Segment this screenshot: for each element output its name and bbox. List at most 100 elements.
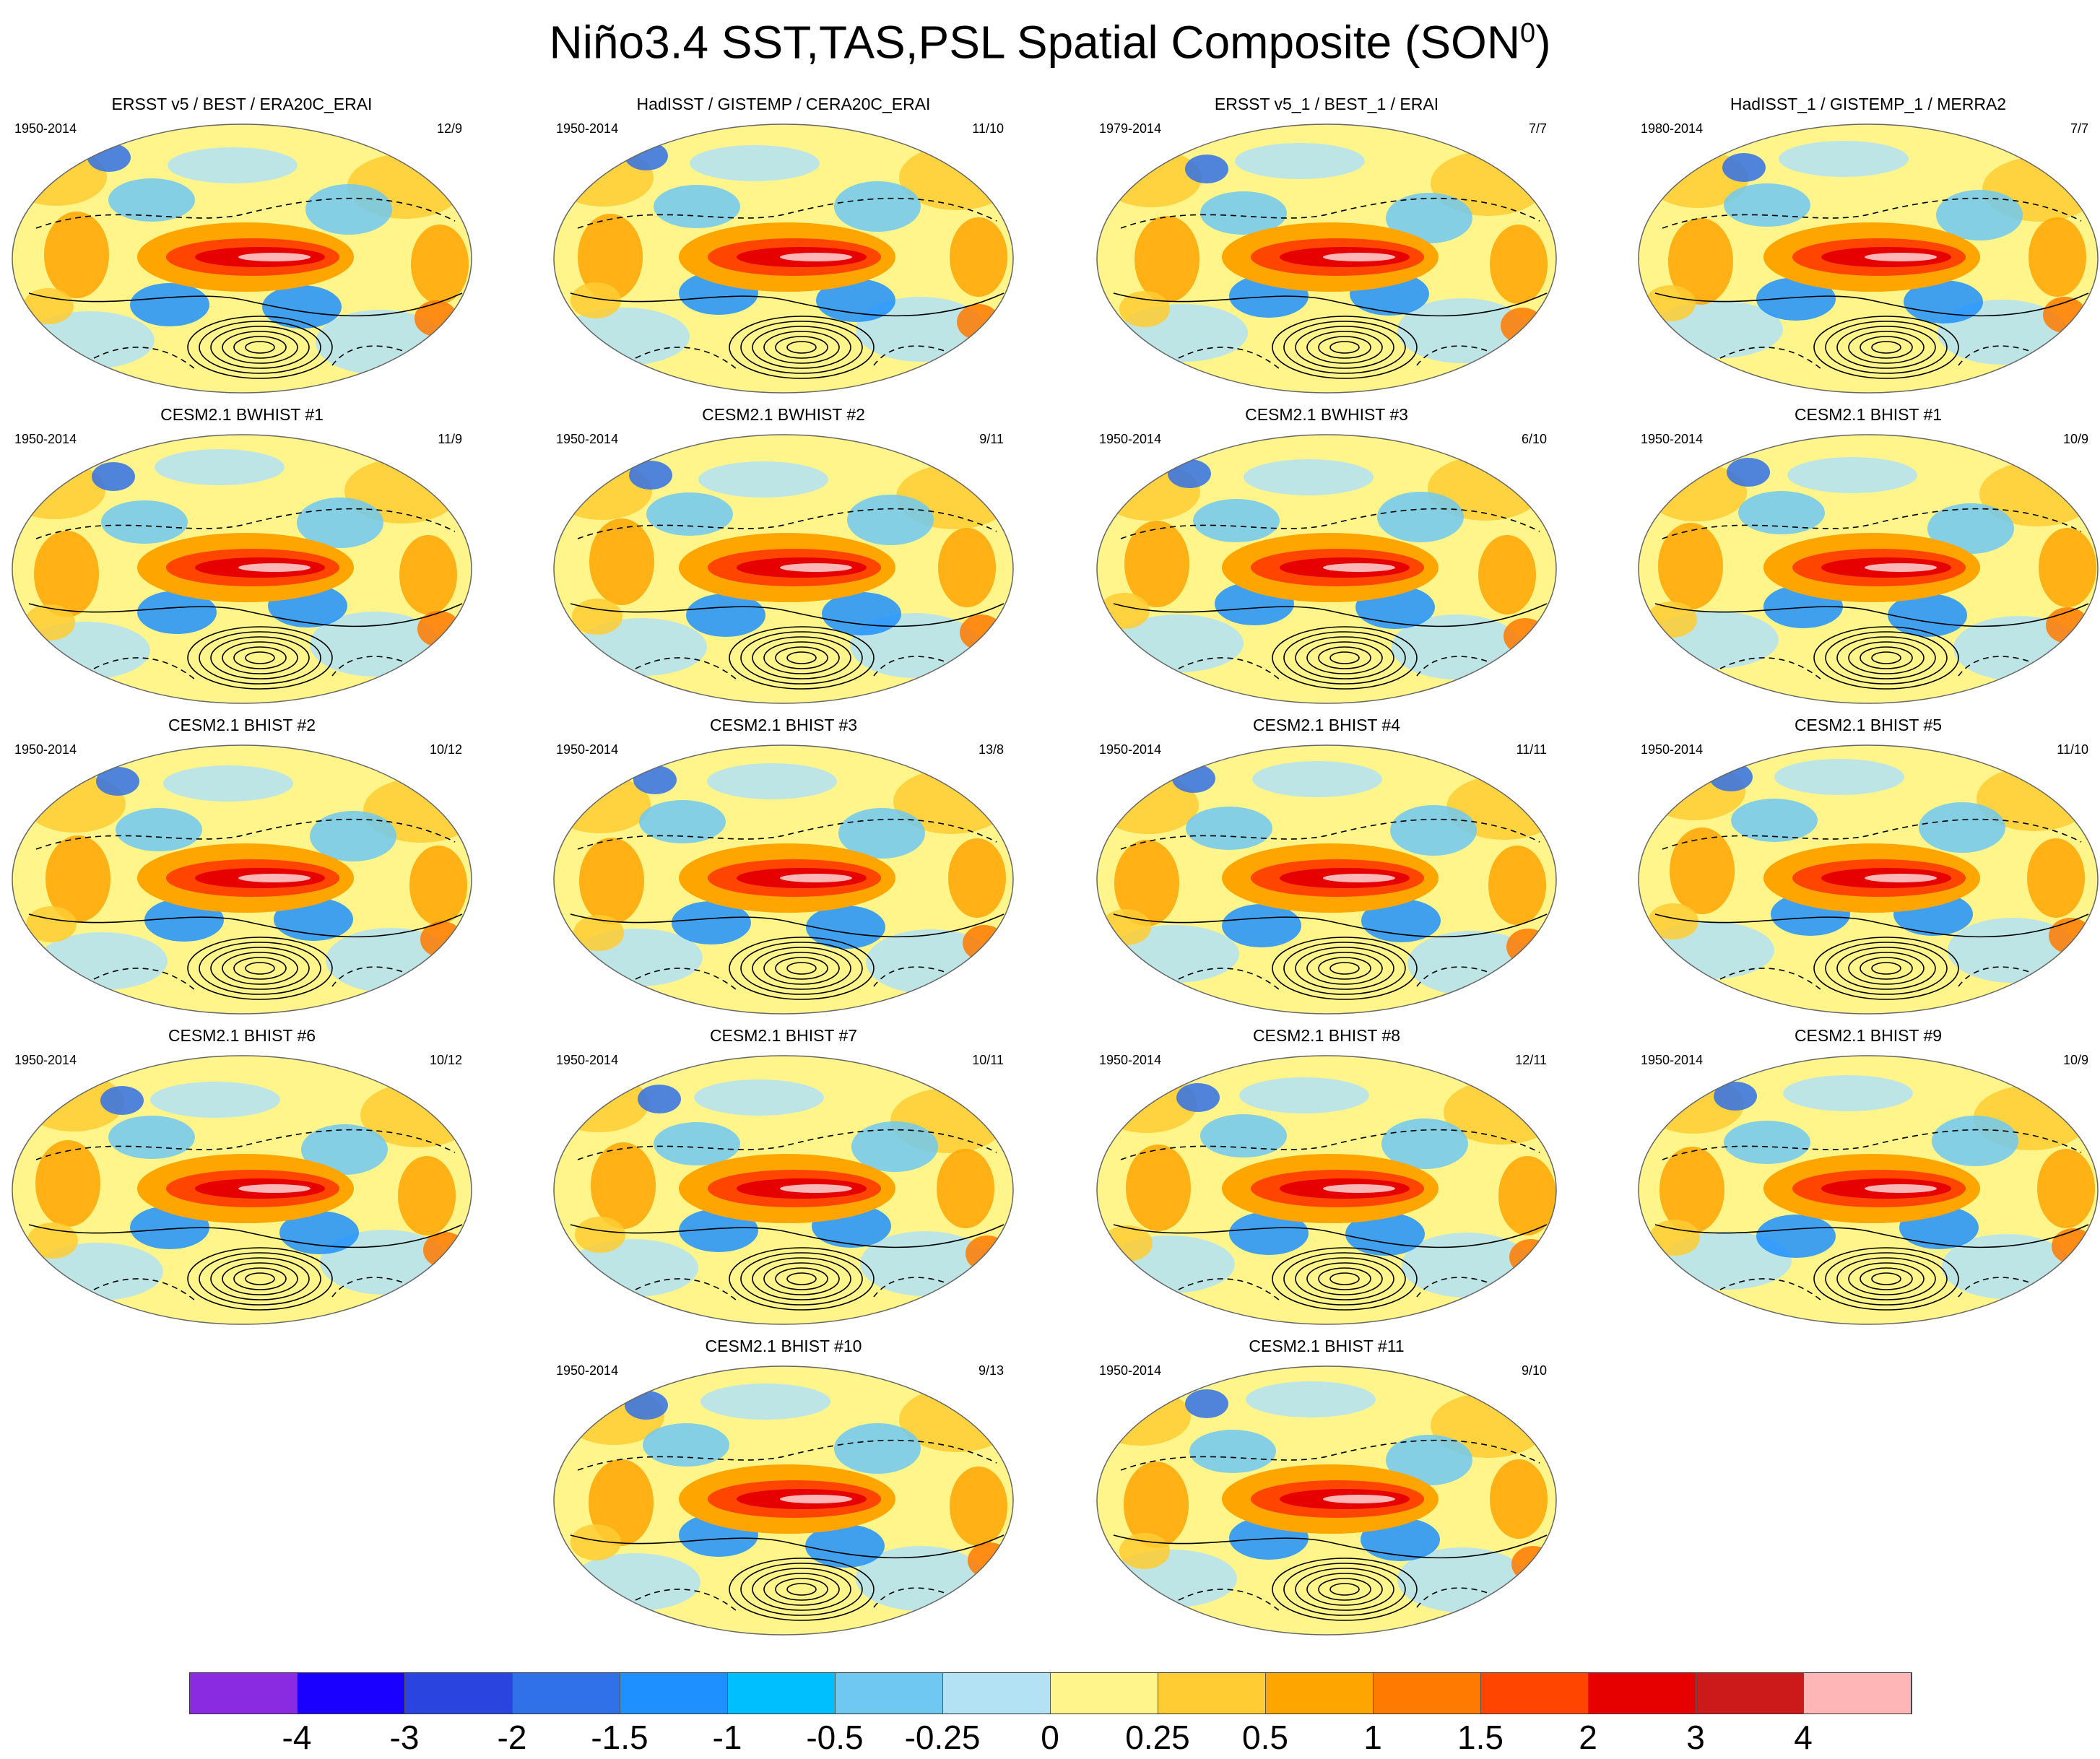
- anomaly-field: [1639, 124, 2098, 393]
- globe-map: [12, 123, 472, 394]
- figure-title: Niño3.4 SST,TAS,PSL Spatial Composite (S…: [0, 4, 2100, 71]
- panel-event-count: 9/10: [1521, 1363, 1547, 1378]
- panel-title: CESM2.1 BHIST #6: [168, 1026, 316, 1045]
- panel-event-count: 11/10: [2057, 742, 2088, 757]
- panel-years: 1950-2014: [556, 121, 619, 136]
- colorbar-swatch: [513, 1673, 620, 1714]
- anomaly-field: [1097, 124, 1556, 393]
- panel-title: CESM2.1 BWHIST #1: [160, 405, 324, 424]
- panel-years: 1950-2014: [14, 121, 77, 136]
- panel-event-count: 9/11: [979, 432, 1004, 446]
- globe-map: [1096, 1365, 1557, 1636]
- map-panel: CESM2.1 BHIST #1 1950-2014 10/9: [1633, 404, 2100, 708]
- panel-years: 1980-2014: [1641, 121, 1704, 136]
- anomaly-field: [1097, 745, 1556, 1014]
- colorbar-swatch: [1374, 1673, 1481, 1714]
- panel-title: CESM2.1 BHIST #10: [705, 1337, 862, 1355]
- colorbar-swatch: [1051, 1673, 1158, 1714]
- panel-years: 1950-2014: [1099, 1363, 1162, 1378]
- panel-years: 1950-2014: [1641, 742, 1704, 757]
- anomaly-field: [12, 124, 472, 393]
- globe-map: [1096, 123, 1557, 394]
- colorbar-tick-label: -1.5: [591, 1719, 648, 1756]
- psl-contours: [28, 1129, 463, 1311]
- psl-contours: [570, 818, 1005, 1000]
- panel-years: 1950-2014: [14, 742, 77, 757]
- colorbar-swatch: [836, 1673, 943, 1714]
- globe-map: [553, 1365, 1014, 1636]
- colorbar-labels: -4 -3 -2 -1.5 -1 -0.5 -0.25 0 0.25 0.5 1 1.5 2 3 4: [189, 1719, 1911, 1756]
- map-panel: CESM2.1 BHIST #5 1950-2014 11/10: [1633, 715, 2100, 1018]
- panel-years: 1950-2014: [556, 1363, 619, 1378]
- psl-contours: [1113, 508, 1548, 690]
- anomaly-field: [554, 1056, 1013, 1324]
- panel-years: 1950-2014: [1099, 432, 1162, 446]
- panel-title: CESM2.1 BHIST #4: [1252, 716, 1401, 734]
- panel-title: CESM2.1 BHIST #7: [709, 1026, 858, 1045]
- psl-contours: [28, 197, 463, 379]
- panel-event-count: 13/8: [978, 742, 1004, 757]
- colorbar-tick-label: 1: [1363, 1719, 1382, 1756]
- anomaly-field: [1097, 1056, 1556, 1324]
- psl-contours: [1654, 818, 2089, 1000]
- panel-years: 1979-2014: [1099, 121, 1162, 136]
- globe-map: [12, 744, 472, 1015]
- anomaly-field: [554, 745, 1013, 1014]
- globe-map: [1096, 1055, 1557, 1325]
- anomaly-field: [554, 124, 1013, 393]
- panel-event-count: 12/9: [436, 121, 462, 136]
- panel-event-count: 11/11: [1516, 742, 1547, 757]
- panel-title: CESM2.1 BWHIST #3: [1245, 405, 1408, 424]
- globe-map: [553, 744, 1014, 1015]
- panel-title: CESM2.1 BHIST #9: [1794, 1026, 1943, 1045]
- panel-years: 1950-2014: [14, 1053, 77, 1067]
- colorbar-swatch: [1158, 1673, 1266, 1714]
- map-panel: ERSST v5 / BEST / ERA20C_ERAI 1950-2014 12…: [7, 94, 477, 397]
- globe-map: [1096, 434, 1557, 704]
- colorbar-swatch: [1589, 1673, 1696, 1714]
- anomaly-field: [1097, 1366, 1556, 1635]
- anomaly-field: [12, 1056, 472, 1324]
- panel-title: CESM2.1 BWHIST #2: [702, 405, 865, 424]
- map-panel: CESM2.1 BWHIST #2 1950-2014 9/11: [549, 404, 1018, 708]
- colorbar-tick-label: -2: [497, 1719, 527, 1756]
- panel-title: CESM2.1 BHIST #11: [1249, 1337, 1405, 1355]
- figure-title-text: Niño3.4 SST,TAS,PSL Spatial Composite (S…: [549, 16, 1521, 69]
- globe-map: [1638, 123, 2099, 394]
- panel-title: CESM2.1 BHIST #2: [168, 716, 316, 734]
- panel-years: 1950-2014: [1641, 1053, 1704, 1067]
- map-panel: CESM2.1 BHIST #7 1950-2014 10/11: [549, 1025, 1018, 1329]
- colorbar-tick-label: 0.25: [1125, 1719, 1190, 1756]
- globe-map: [553, 434, 1014, 704]
- colorbar-tick-label: 1.5: [1457, 1719, 1504, 1756]
- psl-contours: [1113, 818, 1548, 1000]
- panel-title: CESM2.1 BHIST #3: [709, 716, 858, 734]
- panel-event-count: 10/11: [972, 1053, 1004, 1067]
- panel-event-count: 12/11: [1515, 1053, 1547, 1067]
- panel-years: 1950-2014: [556, 742, 619, 757]
- psl-contours: [28, 818, 463, 1000]
- panel-event-count: 10/12: [429, 1053, 462, 1067]
- map-panel: CESM2.1 BHIST #8 1950-2014 12/11: [1092, 1025, 1561, 1329]
- colorbar-swatch: [405, 1673, 513, 1714]
- map-panel: HadISST_1 / GISTEMP_1 / MERRA2 1980-2014 7…: [1633, 94, 2100, 397]
- panel-title: ERSST v5_1 / BEST_1 / ERAI: [1214, 95, 1439, 113]
- map-panel: CESM2.1 BWHIST #1 1950-2014 11/9: [7, 404, 477, 708]
- globe-map: [1638, 744, 2099, 1015]
- anomaly-field: [12, 745, 472, 1014]
- panel-event-count: 10/9: [2062, 1053, 2088, 1067]
- colorbar-tick-label: 4: [1794, 1719, 1813, 1756]
- map-panel: CESM2.1 BHIST #6 1950-2014 10/12: [7, 1025, 477, 1329]
- anomaly-field: [554, 435, 1013, 703]
- colorbar-swatch: [1804, 1673, 1912, 1714]
- map-panel: ERSST v5_1 / BEST_1 / ERAI 1979-2014 7/7: [1092, 94, 1561, 397]
- anomaly-field: [554, 1366, 1013, 1635]
- colorbar-swatch: [943, 1673, 1051, 1714]
- colorbar-swatch: [620, 1673, 728, 1714]
- psl-contours: [570, 1129, 1005, 1311]
- map-panel: HadISST / GISTEMP / CERA20C_ERAI 1950-201…: [549, 94, 1018, 397]
- colorbar-swatch: [728, 1673, 836, 1714]
- psl-contours: [1113, 1129, 1548, 1311]
- panel-event-count: 11/10: [972, 121, 1004, 136]
- colorbar-tick-label: 0.5: [1242, 1719, 1288, 1756]
